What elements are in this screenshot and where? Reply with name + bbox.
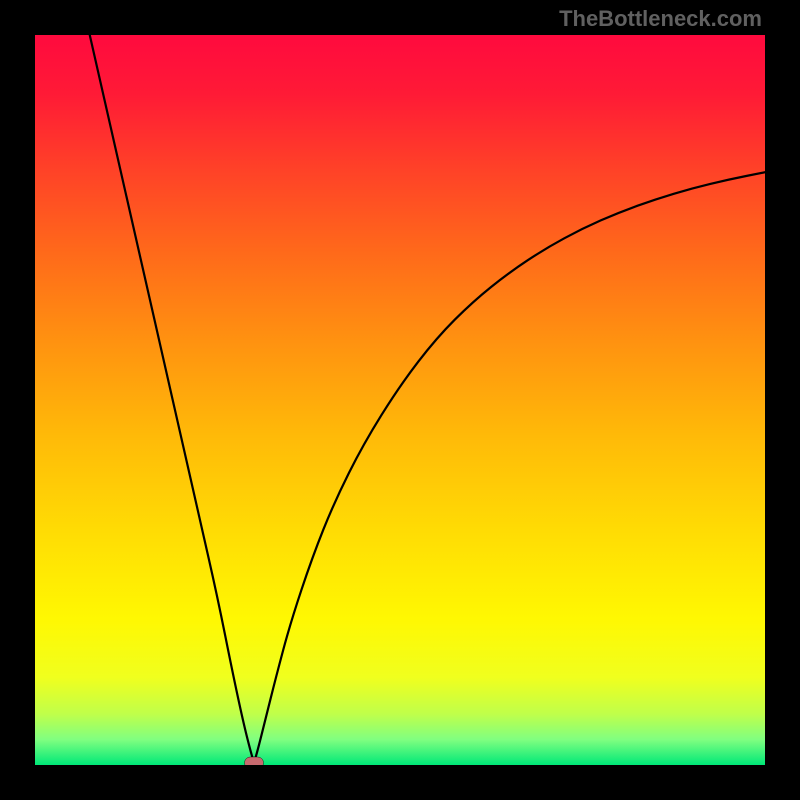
- plot-svg: [35, 35, 765, 765]
- plot-area: [35, 35, 765, 765]
- optimal-point-marker: [245, 757, 264, 765]
- chart-outer-frame: TheBottleneck.com: [0, 0, 800, 800]
- watermark-text: TheBottleneck.com: [559, 6, 762, 32]
- gradient-background: [35, 35, 765, 765]
